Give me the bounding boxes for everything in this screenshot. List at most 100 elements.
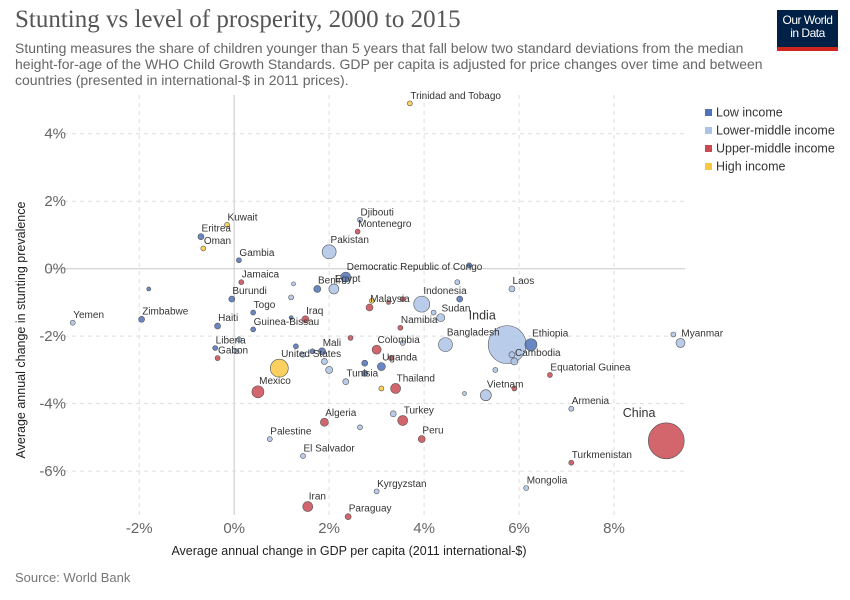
point-oman[interactable]: [200, 245, 207, 252]
point-sudan[interactable]: [436, 313, 446, 322]
point-unlabeled[interactable]: [388, 355, 394, 361]
point-kuwait[interactable]: [224, 222, 230, 228]
point-vietnam[interactable]: [480, 389, 492, 402]
point-unlabeled[interactable]: [508, 351, 516, 359]
point-democratic-republic-of-congo[interactable]: [340, 271, 352, 283]
point-indonesia[interactable]: [413, 295, 431, 313]
point-unlabeled[interactable]: [369, 297, 375, 304]
point-unlabeled[interactable]: [430, 309, 437, 316]
point-benin[interactable]: [313, 285, 322, 293]
point-united-states[interactable]: [269, 358, 289, 378]
point-unlabeled[interactable]: [399, 296, 406, 302]
point-unlabeled[interactable]: [236, 336, 242, 343]
point-unlabeled[interactable]: [233, 348, 240, 355]
legend-item-low-income[interactable]: Low income: [716, 106, 783, 120]
point-burundi[interactable]: [228, 295, 236, 303]
point-laos[interactable]: [508, 285, 516, 293]
point-unlabeled[interactable]: [492, 367, 499, 373]
point-china[interactable]: [647, 422, 685, 460]
point-label-paraguay: Paraguay: [349, 504, 392, 515]
point-unlabeled[interactable]: [309, 348, 316, 355]
point-unlabeled[interactable]: [361, 359, 369, 367]
point-pakistan[interactable]: [321, 244, 337, 260]
point-unlabeled[interactable]: [466, 262, 473, 269]
point-ethiopia[interactable]: [524, 338, 538, 351]
point-unlabeled[interactable]: [146, 286, 152, 292]
legend[interactable]: Low income Lower-middle income Upper-middl…: [705, 106, 835, 174]
point-armenia[interactable]: [568, 405, 575, 412]
point-colombia[interactable]: [371, 344, 382, 355]
point-unlabeled[interactable]: [511, 385, 518, 392]
point-unlabeled[interactable]: [321, 358, 328, 365]
legend-swatch-upper-middle-income[interactable]: [705, 145, 712, 152]
point-iraq[interactable]: [301, 315, 310, 324]
point-kyrgyzstan[interactable]: [373, 488, 380, 495]
point-cambodia[interactable]: [510, 357, 519, 366]
legend-swatch-lower-middle-income[interactable]: [705, 127, 712, 134]
point-djibouti[interactable]: [357, 216, 363, 223]
point-unlabeled[interactable]: [300, 351, 306, 358]
point-eritrea[interactable]: [197, 233, 205, 240]
point-paraguay[interactable]: [344, 513, 352, 520]
legend-swatch-low-income[interactable]: [705, 109, 712, 116]
point-haiti[interactable]: [214, 322, 221, 330]
point-unlabeled[interactable]: [462, 391, 467, 396]
point-label-democratic-republic-of-congo: Democratic Republic of Congo: [347, 262, 483, 273]
point-gambia[interactable]: [236, 257, 242, 264]
point-label-djibouti: Djibouti: [361, 207, 394, 218]
point-namibia[interactable]: [397, 324, 404, 331]
point-unlabeled[interactable]: [389, 410, 397, 418]
point-thailand[interactable]: [390, 383, 401, 394]
point-peru[interactable]: [417, 435, 426, 443]
point-unlabeled[interactable]: [361, 369, 369, 377]
point-unlabeled[interactable]: [293, 343, 299, 350]
point-togo[interactable]: [250, 309, 256, 316]
legend-item-high-income[interactable]: High income: [716, 160, 786, 174]
legend-item-upper-middle-income[interactable]: Upper-middle income: [716, 142, 835, 156]
point-unlabeled[interactable]: [456, 295, 464, 303]
point-mali[interactable]: [318, 347, 326, 356]
point-tunisia[interactable]: [342, 378, 350, 386]
point-unlabeled[interactable]: [288, 315, 294, 320]
point-el-salvador[interactable]: [300, 453, 306, 459]
y-axis-label: Average annual change in stunting preval…: [14, 202, 28, 459]
point-turkey[interactable]: [397, 415, 409, 426]
point-unlabeled[interactable]: [454, 279, 461, 285]
point-yemen[interactable]: [69, 319, 76, 326]
point-egypt[interactable]: [328, 283, 340, 295]
point-label-haiti: Haiti: [218, 313, 238, 324]
point-unlabeled[interactable]: [399, 340, 406, 346]
point-zimbabwe[interactable]: [138, 316, 145, 323]
owid-logo[interactable]: Our World in Data: [777, 10, 838, 51]
point-unlabeled[interactable]: [386, 300, 391, 305]
point-unlabeled[interactable]: [357, 424, 363, 431]
point-mexico[interactable]: [251, 385, 265, 399]
point-malaysia[interactable]: [365, 303, 374, 312]
point-iran[interactable]: [302, 501, 314, 512]
point-jamaica[interactable]: [238, 279, 245, 285]
point-gabon[interactable]: [214, 355, 221, 361]
point-algeria[interactable]: [320, 417, 329, 427]
point-myanmar[interactable]: [675, 338, 686, 348]
point-bangladesh[interactable]: [438, 337, 453, 352]
point-unlabeled[interactable]: [291, 281, 296, 287]
point-unlabeled[interactable]: [288, 294, 294, 301]
point-palestine[interactable]: [266, 436, 273, 442]
point-trinidad-and-tobago[interactable]: [407, 100, 413, 107]
point-label-malaysia: Malaysia: [370, 294, 410, 305]
point-unlabeled[interactable]: [670, 331, 677, 338]
point-montenegro[interactable]: [354, 228, 361, 235]
point-uganda[interactable]: [377, 362, 386, 371]
point-label-thailand: Thailand: [397, 373, 435, 384]
legend-swatch-high-income[interactable]: [705, 163, 712, 170]
point-unlabeled[interactable]: [347, 335, 354, 341]
point-equatorial-guinea[interactable]: [547, 372, 553, 378]
legend-item-lower-middle-income[interactable]: Lower-middle income: [716, 124, 835, 138]
point-guinea-bissau[interactable]: [250, 326, 256, 333]
point-mongolia[interactable]: [523, 485, 529, 491]
point-unlabeled[interactable]: [378, 385, 385, 392]
point-liberia[interactable]: [212, 345, 218, 351]
x-axis-label: Average annual change in GDP per capita …: [171, 544, 526, 558]
point-unlabeled[interactable]: [325, 366, 333, 374]
point-turkmenistan[interactable]: [568, 459, 575, 466]
